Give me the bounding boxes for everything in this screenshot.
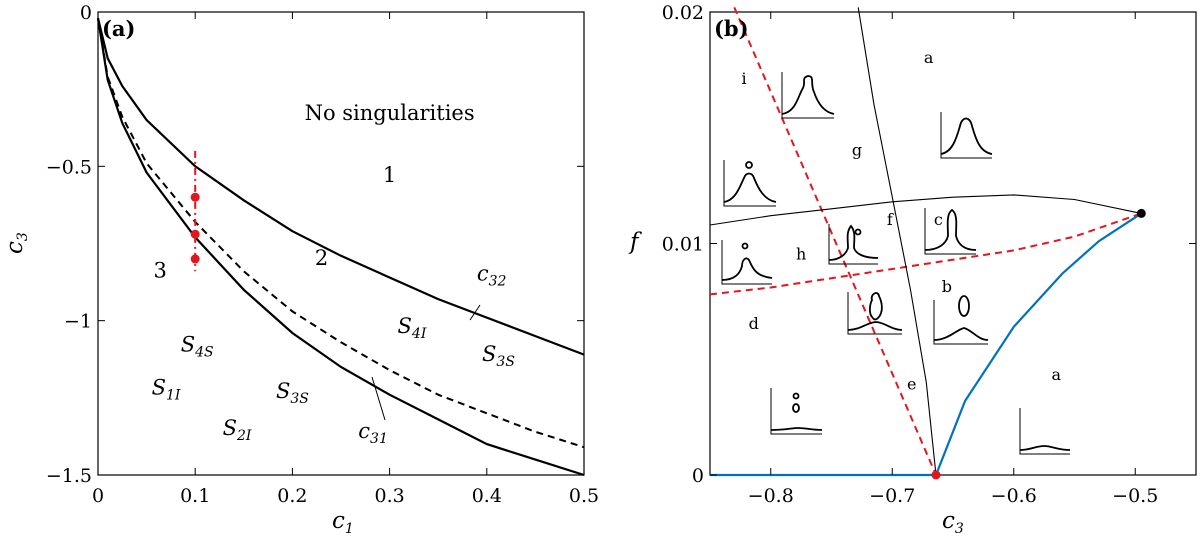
a-xtick-label: 0.4 <box>472 485 502 507</box>
b-annotation: g <box>852 141 862 160</box>
inset-f <box>828 224 879 265</box>
inset-b1 <box>847 292 903 335</box>
b-xtick-label: −0.8 <box>748 485 794 507</box>
b-series-3 <box>709 194 1142 226</box>
a-ytick-label: −0.5 <box>46 156 92 178</box>
inset-b2 <box>933 295 989 345</box>
inset-i <box>781 72 835 119</box>
inset-g <box>723 160 777 207</box>
a-xtick-label: 0.3 <box>374 485 404 507</box>
a-ytick-label: −1.5 <box>46 465 92 487</box>
a-annotation: 2 <box>315 246 328 270</box>
a-series-1 <box>97 18 585 449</box>
b-ytick-label: 0.01 <box>662 234 704 256</box>
a-xtick-label: 0.2 <box>277 485 307 507</box>
inset-h <box>721 240 773 285</box>
b-annotation: a <box>924 48 934 67</box>
b-point <box>1136 208 1146 218</box>
panel-b-label: (b) <box>714 16 749 41</box>
panel-b-frame <box>709 11 1197 476</box>
panel-a-label: (a) <box>102 16 135 41</box>
a-ytick-label: 0 <box>80 2 92 24</box>
a-xtick-label: 0.1 <box>180 485 210 507</box>
b-xtick-label: −0.5 <box>1112 485 1158 507</box>
a-ytick-label: −1 <box>64 311 92 333</box>
panel-a: 0 0.1 0.2 0.3 0.4 0.5 0 −0.5 −1 −1.5 (a) c1 c3 No… <box>2 2 599 537</box>
a-point <box>190 254 200 264</box>
b-ytick-label: 0.02 <box>662 2 704 24</box>
panel-b: −0.8 −0.7 −0.6 −0.5 0 0.01 0.02 (b) c3 f a a i g f… <box>628 2 1197 537</box>
panel-a-ylabel: c3 <box>2 232 31 254</box>
a-annotation: No singularities <box>305 101 475 125</box>
a-series-c31 <box>96 18 585 477</box>
b-ytick-label: 0 <box>692 465 704 487</box>
b-xtick-label: −0.6 <box>991 485 1037 507</box>
panel-a-frame <box>97 11 585 476</box>
b-annotation: a <box>1052 365 1062 384</box>
b-annotation: d <box>749 314 759 333</box>
b-annotation: f <box>887 210 894 229</box>
a-xtick-label: 0 <box>92 485 104 507</box>
inset-c <box>924 208 977 255</box>
panel-b-xlabel: c3 <box>942 508 964 537</box>
b-series-4 <box>857 7 937 476</box>
b-annotation: e <box>907 374 916 393</box>
inset-sketches <box>721 72 1071 455</box>
a-annotation: 3 <box>154 258 167 282</box>
inset-a-bottom <box>1019 408 1071 455</box>
c31-callout-line <box>371 376 386 421</box>
a-xtick-label: 0.5 <box>569 485 599 507</box>
b-point <box>931 470 941 480</box>
a-point <box>190 229 200 239</box>
b-annotation: h <box>796 245 806 264</box>
panel-b-ylabel: f <box>628 229 642 255</box>
inset-a-top <box>940 112 993 159</box>
b-xtick-label: −0.7 <box>869 485 915 507</box>
panel-a-xlabel: c1 <box>332 508 354 537</box>
b-annotation: b <box>942 277 952 296</box>
a-series-c32 <box>96 17 585 356</box>
inset-d <box>770 388 823 435</box>
b-annotation: c <box>934 210 943 229</box>
c32-callout-line <box>469 304 481 321</box>
a-annotation: 1 <box>383 163 396 187</box>
b-annotation: i <box>741 69 746 88</box>
b-series-2 <box>733 7 937 476</box>
a-point <box>190 192 200 202</box>
